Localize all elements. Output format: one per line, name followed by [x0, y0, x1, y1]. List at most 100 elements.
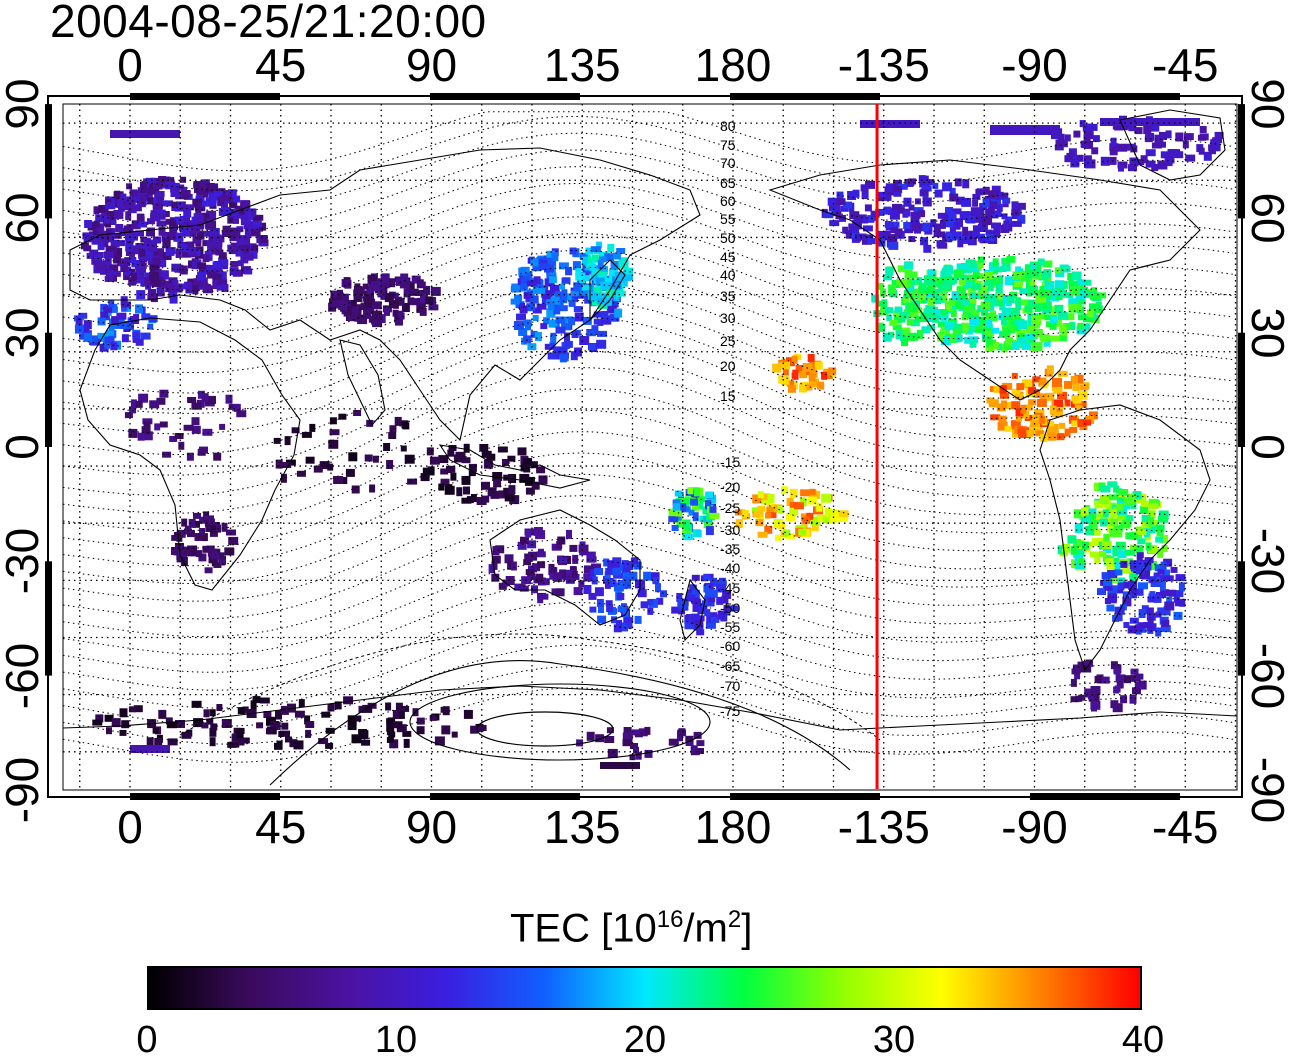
contour-label: -40 [720, 560, 740, 576]
tec-pixel [216, 282, 224, 291]
tec-pixel [1022, 379, 1033, 388]
contour-label: 60 [720, 193, 736, 209]
tec-pixel [1203, 151, 1212, 161]
tec-pixel [442, 706, 450, 716]
tec-pixel [979, 237, 990, 244]
tec-pixel [582, 284, 591, 291]
tec-pixel [104, 342, 111, 349]
tec-pixel [228, 536, 239, 545]
tec-pixel [966, 298, 977, 307]
tec-pixel [648, 598, 658, 608]
tec-pixel [325, 742, 334, 749]
tec-pixel [236, 240, 244, 247]
tec-pixel [226, 529, 236, 536]
tec-pixel [757, 491, 764, 499]
tec-pixel [904, 226, 914, 234]
tec-pixel [1002, 328, 1011, 337]
tec-pixel [1094, 675, 1102, 683]
tec-pixel [893, 179, 902, 188]
tec-pixel [1109, 571, 1116, 578]
tec-pixel [386, 718, 396, 725]
tec-pixel [201, 393, 209, 403]
lon-tick-label: -45 [1152, 801, 1219, 853]
tec-pixel [382, 281, 390, 289]
tec-pixel [948, 298, 958, 306]
tec-pixel [908, 178, 917, 185]
tec-pixel [1147, 510, 1156, 519]
tec-pixel [481, 450, 492, 458]
tec-pixel [124, 412, 133, 419]
tec-pixel [577, 280, 587, 288]
tec-pixel [222, 225, 231, 235]
tec-pixel [532, 286, 540, 295]
tec-pixel [999, 303, 1006, 311]
tec-pixel [1090, 700, 1101, 710]
tec-pixel [593, 318, 604, 325]
tec-pixel [849, 232, 860, 238]
tec-pixel [710, 616, 720, 623]
tec-pixel [188, 518, 196, 528]
tec-pixel [910, 319, 920, 327]
tec-pixel [695, 530, 702, 537]
lon-tick-label: 180 [694, 39, 772, 91]
tec-pixel [982, 198, 990, 208]
tec-pixel [218, 207, 226, 216]
tec-pixel [1032, 376, 1041, 383]
tec-pixel [520, 277, 529, 287]
tec-pixel [278, 731, 285, 737]
lat-tick-label: -30 [0, 528, 48, 595]
tec-pixel [170, 189, 178, 197]
tec-pixel [1145, 525, 1156, 534]
tec-pixel [809, 378, 820, 388]
tec-pixel [1054, 400, 1063, 407]
tec-pixel [877, 230, 888, 238]
tec-pixel [741, 510, 749, 518]
tec-pixel [1116, 503, 1124, 511]
tec-pixel [557, 299, 564, 309]
tec-pixel [814, 490, 821, 499]
tec-pixel [1070, 286, 1081, 296]
tec-pixel [962, 226, 969, 236]
tec-pixel [151, 280, 161, 288]
tec-pixel [1052, 377, 1062, 387]
tec-pixel [950, 309, 957, 318]
tec-pixel [354, 287, 364, 297]
tec-pixel [470, 725, 479, 734]
tec-pixel [153, 236, 161, 244]
tec-pixel [298, 699, 305, 708]
tec-pixel [922, 287, 931, 297]
tec-pixel [638, 728, 648, 737]
tec-pixel [1130, 531, 1139, 540]
tec-pixel [1011, 401, 1021, 410]
tec-pixel [897, 183, 908, 190]
tec-pixel [692, 596, 700, 603]
tec-pixel [334, 701, 342, 710]
tec-pixel [1064, 399, 1071, 407]
tec-pixel [613, 572, 624, 579]
tec-pixel [1063, 266, 1071, 273]
tec-pixel [1210, 139, 1220, 146]
tec-pixel [149, 271, 160, 281]
tec-pixel [158, 226, 166, 236]
tec-pixel [1043, 269, 1052, 279]
tec-pixel [1040, 290, 1048, 298]
tec-pixel [78, 312, 88, 319]
tec-pixel [539, 263, 548, 271]
tec-pixel [165, 285, 176, 293]
tec-pixel [95, 714, 104, 723]
tec-pixel [194, 215, 204, 223]
tec-pixel [946, 232, 957, 241]
tec-pixel [1031, 315, 1042, 325]
tec-pixel [696, 740, 705, 747]
tec-pixel [152, 182, 163, 190]
tec-pixel [140, 184, 147, 193]
tec-pixel [593, 311, 604, 318]
tec-pixel [870, 210, 880, 218]
tec-pixel [1160, 535, 1169, 543]
tec-pixel [799, 381, 809, 390]
lon-tick-label: 135 [543, 39, 621, 91]
tec-pixel [593, 286, 603, 293]
tec-pixel [938, 321, 946, 328]
tec-pixel [1101, 572, 1111, 580]
tec-pixel [566, 529, 572, 539]
